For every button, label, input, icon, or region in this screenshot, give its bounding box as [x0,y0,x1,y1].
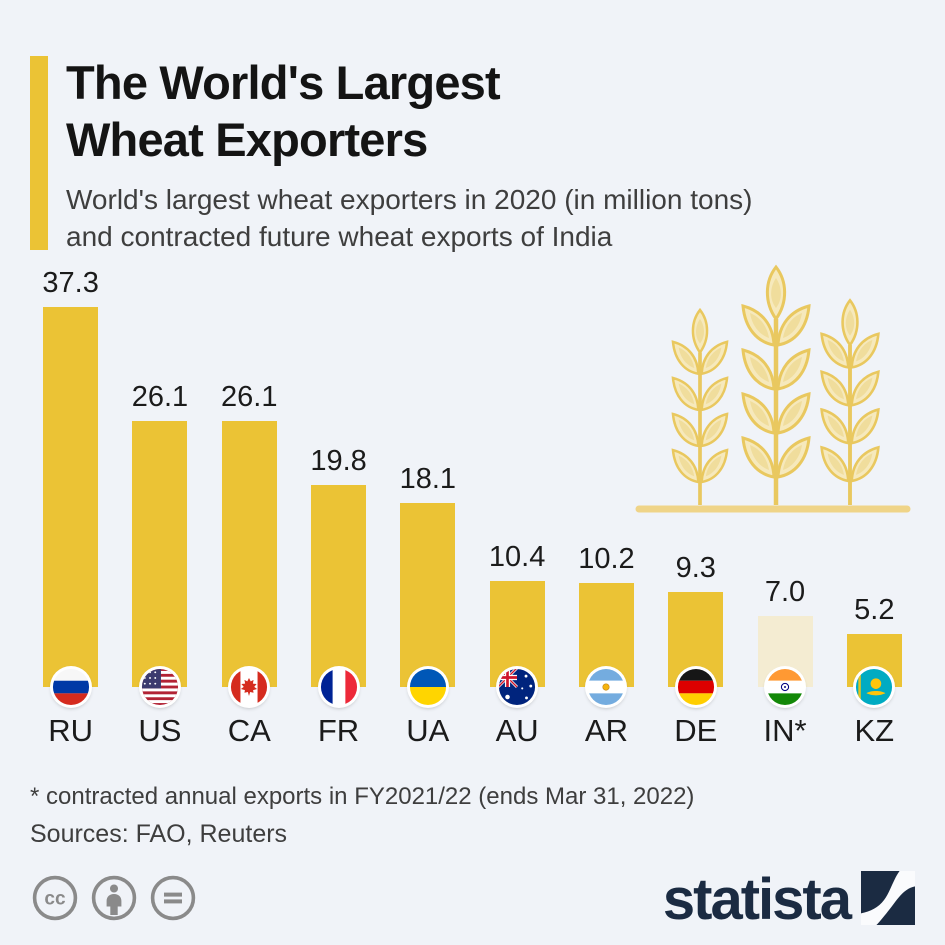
fr-flag-icon [319,668,358,706]
ar-flag-icon [587,668,626,706]
bar-column-in: 7.0 IN* [740,576,829,749]
country-label: CA [227,713,271,748]
bar-column-ua: 18.1 UA [383,463,472,749]
title-line-2: Wheat Exporters [66,113,428,166]
license-icons: cc [30,873,198,923]
wheat-illustration [635,261,911,513]
bar-column-ru: 37.3 RU [26,267,115,749]
title-line-1: The World's Largest [66,56,501,109]
subtitle: World's largest wheat exporters in 2020 … [66,181,915,255]
subtitle-line-1: World's largest wheat exporters in 2020 … [66,184,753,215]
au-flag-icon [498,668,537,706]
bar [221,421,277,687]
country-label: DE [674,713,718,748]
in-flag-icon [766,668,805,706]
country-label: AR [584,713,628,748]
bar [132,421,188,687]
ua-flag-icon [408,668,447,706]
accent-bar [30,56,48,250]
bar [43,307,99,687]
header: The World's Largest Wheat Exporters Worl… [0,0,945,255]
statista-logo-icon [861,871,915,925]
ca-flag-icon [230,668,269,706]
bar-value-label: 26.1 [131,381,189,413]
bar-chart-row: 37.3 RU 26.1 US 26.1 CA 19.8 FR 18.1 UA 10.4 AU 10.2… [26,267,919,749]
attribution-icon [91,875,137,921]
bar [400,503,456,687]
bar-column-us: 26.1 US [115,381,204,749]
bar [311,485,367,687]
bar-value-label: 10.2 [578,543,635,575]
bar-value-label: 19.8 [310,445,367,477]
bar-column-de: 9.3 DE [651,552,740,749]
country-label: US [138,713,182,748]
bar-column-ca: 26.1 CA [205,381,294,749]
ru-flag-icon [51,668,90,706]
bar-value-label: 10.4 [488,541,546,573]
kz-flag-icon [855,668,894,706]
us-flag-icon [140,668,179,706]
country-label: UA [406,713,450,748]
bar-column-au: 10.4 AU [472,541,561,749]
footnote: * contracted annual exports in FY2021/22… [30,783,695,810]
country-label: RU [48,713,94,748]
page-title: The World's Largest Wheat Exporters [66,54,915,168]
bar-column-kz: 5.2 KZ [830,594,919,749]
country-label: IN* [763,713,807,748]
country-label: FR [317,713,360,748]
statista-logo: statista [662,866,915,932]
statista-wordmark: statista [662,866,852,932]
bar-value-label: 18.1 [399,463,457,495]
bar-value-label: 37.3 [42,267,99,299]
bottom-row: cc statista [30,866,915,932]
sources: Sources: FAO, Reuters [30,820,288,848]
bar-value-label: 7.0 [764,576,806,608]
subtitle-line-2: and contracted future wheat exports of I… [66,221,613,252]
country-label: KZ [854,713,895,748]
bar-value-label: 26.1 [221,381,278,413]
country-label: AU [495,713,539,748]
bar-column-fr: 19.8 FR [294,445,383,749]
de-flag-icon [676,668,715,706]
bar-value-label: 9.3 [675,552,716,584]
svg-text:cc: cc [44,889,66,910]
bar-value-label: 5.2 [854,594,895,626]
bar-chart: 37.3 RU 26.1 US 26.1 CA 19.8 FR 18.1 UA 10.4 AU 10.2… [0,255,945,753]
no-derivatives-icon [150,875,196,921]
cc-icon: cc [32,875,78,921]
bar-column-ar: 10.2 AR [562,543,651,749]
